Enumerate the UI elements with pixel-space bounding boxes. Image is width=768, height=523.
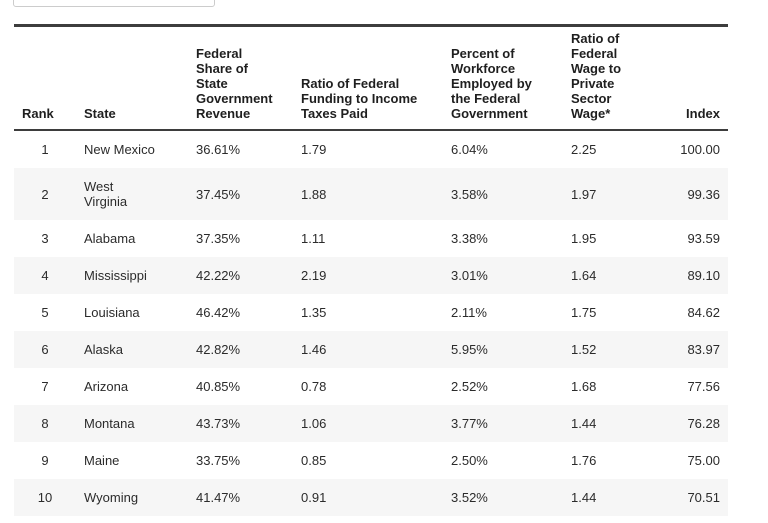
cell-state: Montana (84, 416, 135, 431)
cell-wage-ratio: 1.44 (571, 490, 597, 505)
cell-funding-ratio: 0.85 (301, 453, 327, 468)
cell-workforce-percent: 6.04% (451, 142, 488, 157)
cell-state: Alabama (84, 231, 136, 246)
cell-rank: 9 (41, 453, 49, 468)
table-row: 8 Montana 43.73% 1.06 3.77% 1.44 76.28 (14, 405, 728, 442)
table-row: 4 Mississippi 42.22% 2.19 3.01% 1.64 89.… (14, 257, 728, 294)
table-row: 9 Maine 33.75% 0.85 2.50% 1.76 75.00 (14, 442, 728, 479)
cell-rank: 4 (41, 268, 49, 283)
header-row: Rank State Federal Share of State Govern… (14, 25, 728, 131)
cell-funding-ratio: 0.91 (301, 490, 327, 505)
federal-dependency-table: Rank State Federal Share of State Govern… (14, 24, 728, 516)
cell-workforce-percent: 3.58% (451, 186, 488, 202)
cell-index: 75.00 (687, 453, 720, 468)
cell-rank: 6 (41, 342, 49, 357)
cell-wage-ratio: 1.52 (571, 342, 597, 357)
header-rank: Rank (14, 25, 76, 131)
cell-federal-share: 33.75% (196, 453, 241, 468)
cell-funding-ratio: 1.46 (301, 342, 327, 357)
table-row: 5 Louisiana 46.42% 1.35 2.11% 1.75 84.62 (14, 294, 728, 331)
cell-state: Arizona (84, 379, 129, 394)
cell-funding-ratio: 1.11 (301, 231, 326, 246)
header-state: State (76, 25, 188, 131)
cell-funding-ratio: 2.19 (301, 268, 327, 283)
cell-wage-ratio: 1.68 (571, 379, 597, 394)
table-row: 3 Alabama 37.35% 1.11 3.38% 1.95 93.59 (14, 220, 728, 257)
cell-workforce-percent: 3.77% (451, 416, 488, 431)
cell-federal-share: 42.82% (196, 342, 241, 357)
cell-workforce-percent: 2.52% (451, 379, 488, 394)
cell-state: Louisiana (84, 305, 140, 320)
cell-funding-ratio: 1.79 (301, 142, 327, 157)
cell-funding-ratio: 1.88 (301, 186, 327, 202)
cell-rank: 8 (41, 416, 49, 431)
cell-federal-share: 40.85% (196, 379, 241, 394)
table-header: Rank State Federal Share of State Govern… (14, 25, 728, 131)
cell-rank: 1 (41, 142, 49, 157)
cell-federal-share: 43.73% (196, 416, 241, 431)
cell-wage-ratio: 1.44 (571, 416, 597, 431)
cell-state: Mississippi (84, 268, 147, 283)
cell-rank: 3 (41, 231, 49, 246)
cell-index: 100.00 (680, 142, 720, 157)
header-federal-share: Federal Share of State Government Revenu… (188, 25, 293, 131)
cell-federal-share: 41.47% (196, 490, 241, 505)
header-funding-ratio: Ratio of Federal Funding to Income Taxes… (293, 25, 443, 131)
cell-rank: 10 (37, 490, 53, 505)
cell-rank: 2 (41, 186, 49, 202)
cell-state: Wyoming (84, 490, 139, 505)
table-row: 6 Alaska 42.82% 1.46 5.95% 1.52 83.97 (14, 331, 728, 368)
cell-funding-ratio: 1.06 (301, 416, 327, 431)
cell-workforce-percent: 3.52% (451, 490, 488, 505)
cell-state: New Mexico (84, 142, 155, 157)
cell-wage-ratio: 2.25 (571, 142, 597, 157)
cell-state: Alaska (84, 342, 124, 357)
cell-wage-ratio: 1.75 (571, 305, 597, 320)
cell-index: 76.28 (687, 416, 720, 431)
cell-workforce-percent: 2.50% (451, 453, 488, 468)
cell-funding-ratio: 1.35 (301, 305, 327, 320)
cell-workforce-percent: 3.01% (451, 268, 488, 283)
cell-workforce-percent: 3.38% (451, 231, 488, 246)
header-wage-ratio: Ratio of Federal Wage to Private Sector … (563, 25, 671, 131)
cell-federal-share: 37.35% (196, 231, 241, 246)
cell-federal-share: 46.42% (196, 305, 241, 320)
cell-rank: 5 (41, 305, 49, 320)
cell-federal-share: 36.61% (196, 142, 241, 157)
table-row: 10 Wyoming 41.47% 0.91 3.52% 1.44 70.51 (14, 479, 728, 516)
cell-workforce-percent: 5.95% (451, 342, 488, 357)
cell-index: 99.36 (687, 186, 720, 202)
table-row: 7 Arizona 40.85% 0.78 2.52% 1.68 77.56 (14, 368, 728, 405)
cell-wage-ratio: 1.76 (571, 453, 597, 468)
cell-federal-share: 37.45% (196, 186, 241, 202)
cell-index: 89.10 (687, 268, 720, 283)
table-row: 2 West Virginia 37.45% 1.88 3.58% 1.97 9… (14, 168, 728, 220)
cell-state: Maine (84, 453, 120, 468)
cell-index: 93.59 (687, 231, 720, 246)
cell-wage-ratio: 1.97 (571, 186, 597, 202)
cell-wage-ratio: 1.95 (571, 231, 597, 246)
clipped-top-element (13, 0, 215, 7)
table-row: 1 New Mexico 36.61% 1.79 6.04% 2.25 100.… (14, 130, 728, 168)
cell-federal-share: 42.22% (196, 268, 241, 283)
cell-workforce-percent: 2.11% (451, 305, 487, 320)
header-workforce-percent: Percent of Workforce Employed by the Fed… (443, 25, 563, 131)
cell-rank: 7 (41, 379, 49, 394)
cell-index: 84.62 (687, 305, 720, 320)
cell-index: 83.97 (687, 342, 720, 357)
cell-index: 77.56 (687, 379, 720, 394)
header-index: Index (671, 25, 728, 131)
cell-funding-ratio: 0.78 (301, 379, 327, 394)
cell-wage-ratio: 1.64 (571, 268, 597, 283)
cell-state: West Virginia (84, 179, 128, 209)
cell-index: 70.51 (687, 490, 720, 505)
table-body: 1 New Mexico 36.61% 1.79 6.04% 2.25 100.… (14, 130, 728, 516)
